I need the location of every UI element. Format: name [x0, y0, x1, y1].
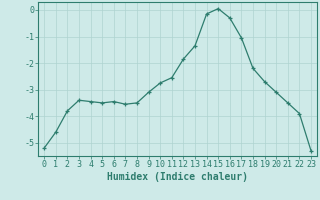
X-axis label: Humidex (Indice chaleur): Humidex (Indice chaleur)	[107, 172, 248, 182]
